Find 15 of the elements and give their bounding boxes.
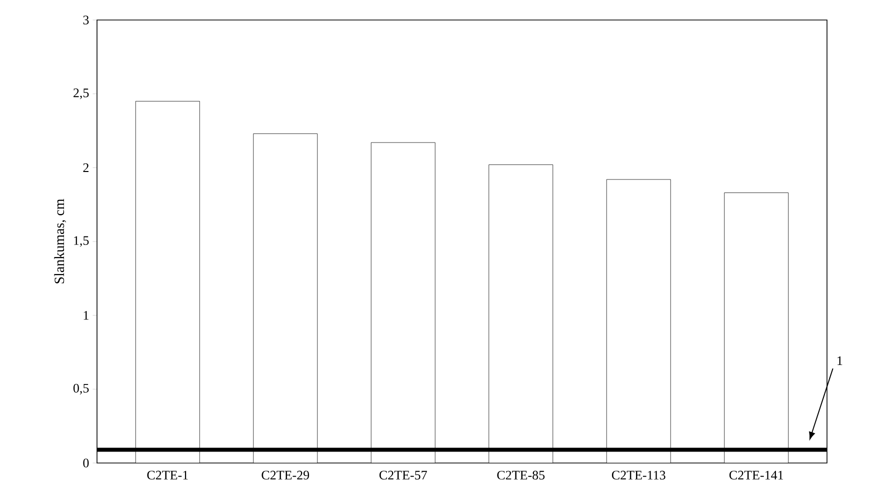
y-tick-label: 1 — [84, 311, 88, 320]
x-tick-label: C2TE-113 — [612, 470, 666, 480]
x-tick-label: C2TE-29 — [262, 470, 310, 480]
x-tick-label: C2TE-85 — [497, 470, 545, 480]
y-tick-label: 2 — [83, 163, 88, 172]
x-tick-label: C2TE-57 — [379, 470, 427, 480]
x-tick-label: C2TE-141 — [729, 470, 784, 480]
x-tick-label: C2TE-1 — [147, 470, 188, 480]
y-axis-title: Slankumas, cm — [54, 198, 66, 284]
y-tick-label: 0,5 — [73, 384, 89, 394]
y-tick-label: 2,5 — [74, 88, 89, 100]
y-tick-label: 1,5 — [74, 236, 89, 247]
y-tick-label: 0 — [83, 458, 89, 468]
text: 1 — [838, 356, 842, 365]
y-tick-label: 3 — [83, 16, 89, 24]
